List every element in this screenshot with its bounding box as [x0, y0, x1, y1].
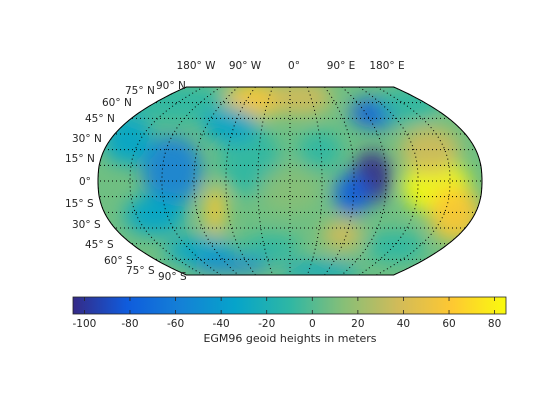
- geoid-anomaly-region: [240, 234, 300, 262]
- geoid-anomaly-region: [429, 186, 481, 242]
- lon-label-180w: 180° W: [176, 60, 216, 72]
- meridian-line: [358, 87, 419, 275]
- lat-label-45s: 45° S: [85, 239, 114, 251]
- meridian-line: [306, 87, 323, 275]
- geoid-anomaly-region: [190, 257, 270, 273]
- geoid-anomaly-region: [380, 87, 440, 123]
- colorbar: -100 -80 -60 -40 -20 0 20 40 60 80 EGM96 geoid he…: [72, 296, 507, 345]
- lon-label-90e: 90° E: [327, 60, 356, 72]
- map-frame: [97, 86, 483, 276]
- geoid-anomaly-region: [205, 185, 225, 235]
- meridian-line: [257, 87, 274, 275]
- meridian-line: [161, 87, 222, 275]
- colorbar-tick-label: -40: [213, 318, 230, 330]
- colorbar-tick-label: -20: [258, 318, 275, 330]
- geoid-anomaly-region: [165, 236, 235, 264]
- lat-label-15n: 15° N: [65, 153, 95, 165]
- geoid-anomaly-region: [365, 231, 425, 263]
- colorbar-ticks: -100 -80 -60 -40 -20 0 20 40 60 80: [72, 297, 501, 330]
- geoid-anomaly-region: [280, 262, 360, 275]
- colorbar-tick-label: -100: [72, 318, 96, 330]
- meridian-line: [225, 87, 256, 275]
- geoid-anomaly-region: [322, 219, 362, 251]
- lat-label-0: 0°: [79, 176, 91, 188]
- world-map: [97, 86, 483, 276]
- colorbar-tick-label: -80: [121, 318, 138, 330]
- colorbar-tick-label: 0: [309, 318, 316, 330]
- geoid-anomaly-region: [400, 126, 460, 174]
- colorbar-tick-label: 60: [442, 318, 455, 330]
- geoid-anomaly-region: [260, 166, 320, 214]
- lat-label-90s: 90° S: [158, 271, 187, 283]
- lon-label-90w: 90° W: [229, 60, 262, 72]
- geoid-anomaly-region: [268, 87, 332, 116]
- lat-label-30n: 30° N: [72, 133, 102, 145]
- colorbar-tick-label: 80: [488, 318, 501, 330]
- geoid-anomaly-region: [202, 107, 258, 143]
- colorbar-tick-label: 40: [397, 318, 410, 330]
- geoid-anomaly-region: [142, 135, 202, 205]
- meridian-line: [324, 87, 355, 275]
- geoid-anomaly-region: [125, 195, 185, 235]
- colorbar-tick-label: 20: [351, 318, 364, 330]
- colorbar-gradient: [72, 296, 507, 315]
- lon-label-180e: 180° E: [369, 60, 404, 72]
- graticule: [98, 87, 482, 275]
- lat-label-75s: 75° S: [126, 265, 155, 277]
- lon-label-0: 0°: [288, 60, 300, 72]
- lat-label-15s: 15° S: [65, 198, 94, 210]
- lat-label-45n: 45° N: [85, 113, 115, 125]
- lat-label-60s: 60° S: [104, 255, 133, 267]
- lat-label-75n: 75° N: [125, 85, 155, 97]
- lat-label-30s: 30° S: [72, 219, 101, 231]
- geoid-anomaly-region: [334, 172, 370, 216]
- lat-label-90n: 90° N: [156, 80, 186, 92]
- lat-label-60n: 60° N: [102, 97, 132, 109]
- colorbar-tick-label: -60: [167, 318, 184, 330]
- colorbar-label: EGM96 geoid heights in meters: [203, 332, 376, 345]
